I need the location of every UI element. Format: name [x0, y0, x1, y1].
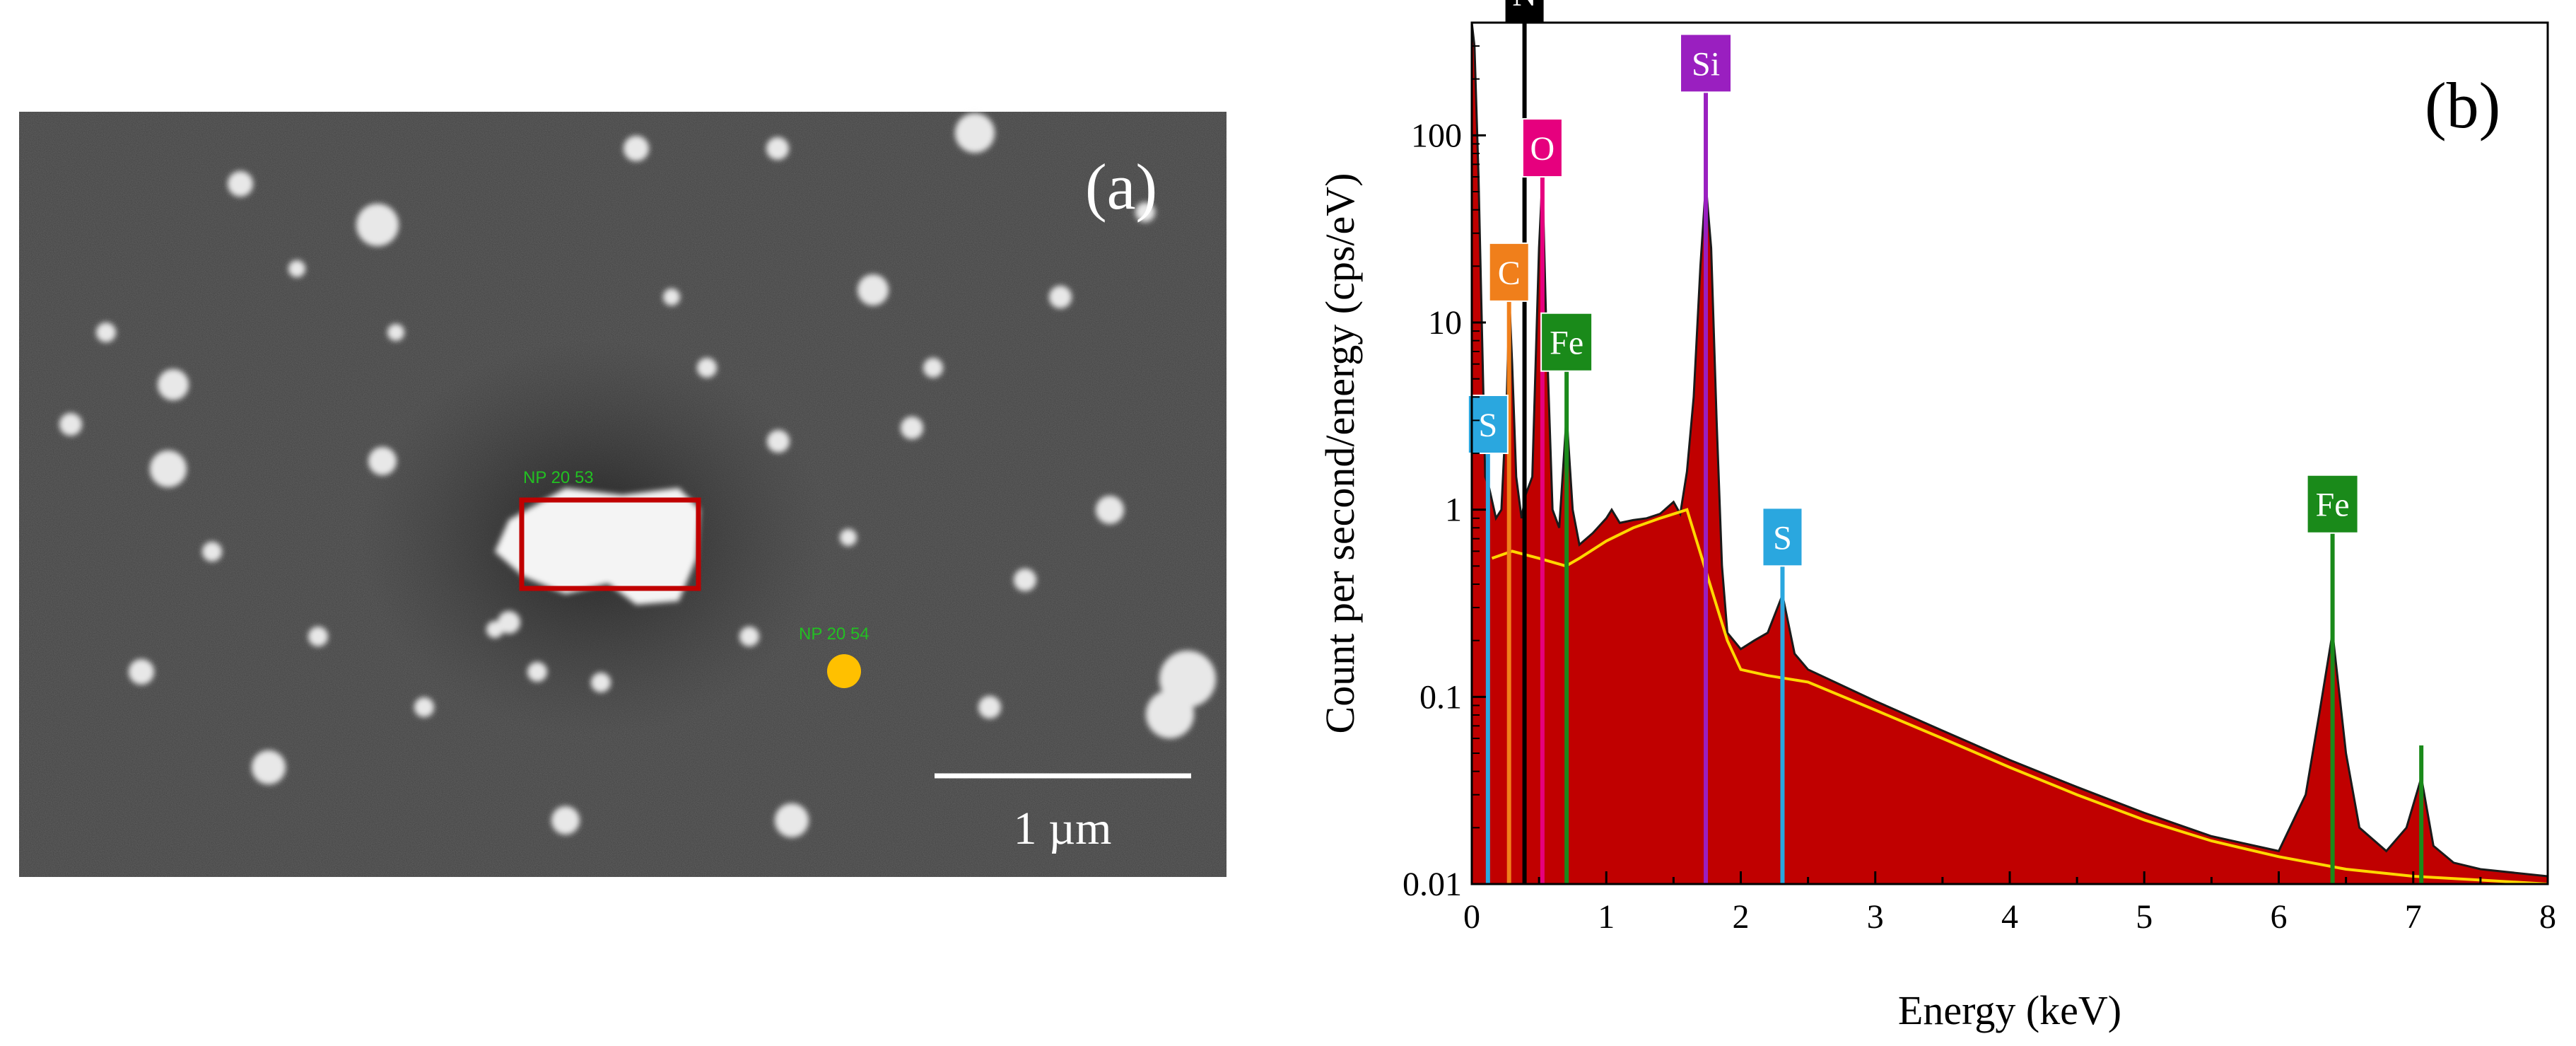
sem-particle [663, 289, 680, 306]
x-axis-label: Energy (keV) [1898, 987, 2121, 1033]
element-lines [1485, 23, 2424, 884]
sem-particle [623, 136, 649, 161]
element-label-fe-4: Fe [1550, 325, 1583, 362]
element-label-box-fe-7 [2306, 474, 2359, 534]
sem-particle [1049, 286, 1072, 308]
sem-particle [1096, 496, 1124, 524]
sem-particle [1014, 569, 1036, 591]
element-label-box-s-0 [1467, 395, 1509, 454]
element-label-fe-7: Fe [2316, 487, 2350, 524]
fit-line [1491, 508, 2548, 884]
sem-particle [551, 806, 580, 835]
x-tick-label-4: 4 [2001, 898, 2018, 936]
element-label-box-s-6 [1762, 507, 1803, 567]
y-tick-label-3: 10 [1428, 304, 1462, 342]
x-tick-label-8: 8 [2539, 898, 2556, 936]
x-tick-label-2: 2 [1733, 898, 1750, 936]
sem-particle [840, 529, 857, 546]
element-label-box-o-3 [1521, 118, 1563, 178]
sem-particle [591, 673, 611, 692]
element-label-s-6: S [1773, 519, 1792, 557]
sem-particle [766, 137, 789, 160]
sem-particle [775, 803, 809, 837]
sem-particle [739, 627, 759, 646]
sem-particle [59, 413, 82, 436]
x-axis-ticks: 0 1 2 3 4 5 6 7 8 [1463, 871, 2556, 936]
sem-particle [158, 369, 189, 400]
element-label-box-c-1 [1488, 242, 1530, 302]
sem-particle [96, 322, 116, 342]
x-tick-label-7: 7 [2405, 898, 2422, 936]
element-label-box-fe-4 [1540, 312, 1593, 372]
roi-rect-label: NP 20 53 [523, 468, 594, 487]
element-label-c-1: C [1498, 255, 1521, 292]
sem-particle [414, 697, 434, 717]
sem-particle [288, 260, 305, 277]
sem-particle [498, 611, 520, 634]
sem-particle [486, 621, 503, 638]
x-tick-label-1: 1 [1598, 898, 1615, 936]
sem-particle [308, 627, 328, 646]
plot-area [1472, 23, 2548, 884]
element-labels: S C N O Fe Si S Fe [1467, 0, 2359, 567]
sem-particle [901, 417, 923, 439]
panel-b-label: (b) [2425, 69, 2500, 141]
roi-point-label: NP 20 54 [799, 624, 870, 644]
sem-particle [387, 324, 404, 341]
sem-particles [59, 113, 1216, 837]
sem-particle [857, 274, 889, 306]
sem-particle [697, 358, 717, 378]
panel-a-label: (a) [1085, 151, 1157, 223]
sem-particle [129, 659, 154, 685]
spectrum-area [1472, 23, 2548, 884]
eds-spectrum-chart: S C N O Fe Si S Fe 0 1 2 3 4 5 6 7 8 0.01 0.1 1 10 100 Ener… [1317, 0, 2556, 1033]
sem-particle [1146, 690, 1194, 738]
sem-particle [228, 171, 253, 197]
roi-rectangle[interactable] [519, 497, 701, 591]
element-label-s-0: S [1478, 407, 1497, 444]
y-tick-label-0: 0.01 [1403, 866, 1462, 903]
bright-agglomerate [495, 488, 700, 605]
element-label-box-si-5 [1680, 33, 1733, 93]
y-tick-label-1: 0.1 [1419, 678, 1462, 716]
sem-particle [767, 430, 790, 453]
sem-particle [978, 696, 1001, 719]
roi-point-marker[interactable] [827, 654, 861, 688]
sem-particle [923, 358, 943, 378]
sem-particle [368, 447, 397, 475]
y-axis-label: Count per second/energy (cps/eV) [1317, 173, 1363, 734]
sem-particle [527, 662, 547, 682]
element-label-n-2: N [1512, 0, 1537, 13]
scale-bar-label: 1 µm [1014, 803, 1112, 854]
x-tick-label-0: 0 [1463, 898, 1480, 936]
x-tick-label-5: 5 [2136, 898, 2153, 936]
sem-particle [955, 113, 995, 153]
sem-particle [150, 451, 187, 487]
y-tick-label-4: 100 [1411, 117, 1462, 154]
y-axis-ticks: 0.01 0.1 1 10 100 [1403, 45, 1486, 903]
y-tick-label-2: 1 [1445, 492, 1462, 529]
element-label-o-3: O [1530, 130, 1555, 168]
x-tick-label-6: 6 [2271, 898, 2288, 936]
sem-particle [252, 750, 286, 784]
element-label-si-5: Si [1692, 45, 1720, 83]
sem-image-panel: NP 20 53 NP 20 54 (a) 1 µm [19, 112, 1226, 877]
x-tick-label-3: 3 [1867, 898, 1884, 936]
sem-particle [202, 542, 222, 562]
sem-particle [1135, 202, 1155, 222]
sem-particle [356, 204, 399, 246]
